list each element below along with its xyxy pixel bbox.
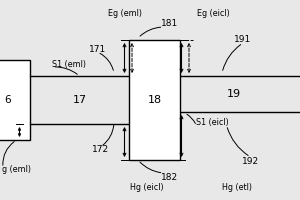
Text: 6: 6 [4, 95, 11, 105]
Text: g (eml): g (eml) [2, 166, 31, 174]
Text: 181: 181 [161, 20, 178, 28]
Text: Eg (eicl): Eg (eicl) [196, 9, 230, 19]
Text: 18: 18 [147, 95, 162, 105]
Bar [0, 60, 30, 140]
Text: 17: 17 [72, 95, 87, 105]
Text: Eg (eml): Eg (eml) [107, 9, 142, 19]
Bar [129, 40, 180, 160]
Text: 171: 171 [89, 46, 106, 54]
Text: 191: 191 [234, 36, 252, 45]
Text: S1 (eml): S1 (eml) [52, 60, 86, 70]
Text: Hg (etl): Hg (etl) [222, 184, 252, 192]
Text: Hg (eicl): Hg (eicl) [130, 184, 164, 192]
Text: S1 (eicl): S1 (eicl) [196, 118, 229, 128]
Text: 182: 182 [161, 173, 178, 182]
Text: 192: 192 [242, 158, 259, 166]
Text: 172: 172 [92, 146, 109, 154]
Text: 19: 19 [227, 89, 241, 99]
